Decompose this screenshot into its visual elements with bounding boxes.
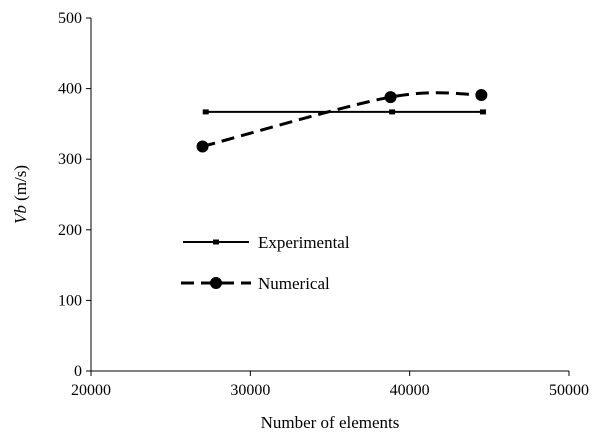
data-point-numerical [475, 88, 488, 101]
legend-label-experimental: Experimental [258, 233, 350, 252]
tick-labels: 0 100 200 300 400 500 20000 30000 40000 50000 [58, 10, 589, 399]
y-tick-label: 0 [74, 363, 82, 380]
data-point-experimental [479, 109, 486, 115]
legend-marker-numerical [210, 277, 222, 289]
legend-label-numerical: Numerical [258, 274, 330, 293]
axes [90, 18, 569, 372]
y-tick-label: 400 [58, 81, 82, 98]
x-tick-label: 50000 [549, 382, 589, 399]
plot-area [196, 88, 488, 153]
x-tick-label: 40000 [390, 382, 430, 399]
y-tick-label: 500 [58, 10, 82, 27]
x-tick-label: 20000 [71, 382, 111, 399]
data-point-experimental [202, 109, 209, 115]
x-axis-title: Number of elements [261, 413, 400, 432]
series-line-numerical [202, 91, 482, 148]
y-axis-title-unit: (m/s) [11, 165, 30, 205]
y-tick-label: 200 [58, 222, 82, 239]
data-point-experimental [389, 109, 396, 115]
y-tick-label: 300 [58, 151, 82, 168]
data-point-numerical [384, 91, 397, 104]
tick-marks [86, 17, 570, 376]
y-axis-title: Vb (m/s) [11, 165, 30, 224]
y-tick-label: 100 [58, 292, 82, 309]
y-axis-title-main: Vb [11, 205, 30, 224]
data-point-numerical [196, 140, 209, 153]
legend: Experimental Numerical [181, 233, 350, 293]
x-tick-label: 30000 [230, 382, 270, 399]
legend-marker-experimental [213, 239, 219, 245]
